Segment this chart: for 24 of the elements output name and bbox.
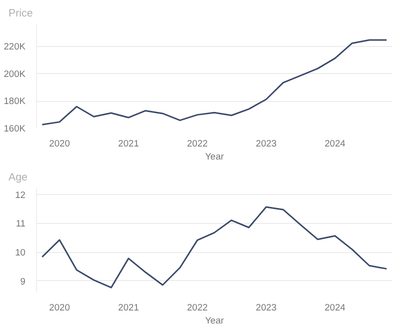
line-series (41, 206, 388, 288)
y-tick-label: 220K (4, 41, 26, 52)
x-tick-label: 2023 (256, 302, 277, 312)
x-tick-label: 2020 (49, 302, 70, 312)
chart-title: Price (8, 8, 33, 20)
x-axis-title: Year (205, 316, 224, 326)
x-tick-label: 2023 (256, 138, 277, 148)
x-tick-label: 2021 (118, 138, 139, 148)
line-series (41, 39, 388, 126)
y-tick-label: 11 (16, 218, 26, 229)
x-tick-label: 2021 (118, 302, 139, 312)
x-axis-title: Year (205, 152, 224, 162)
y-tick-label: 200K (4, 68, 26, 79)
y-tick-label: 180K (4, 96, 26, 106)
chart-title: Age (8, 172, 28, 184)
x-tick-label: 2022 (186, 302, 208, 312)
y-tick-label: 9 (20, 276, 26, 286)
y-tick-label: 160K (4, 124, 26, 134)
y-tick-label: 10 (15, 248, 26, 258)
x-tick-label: 2024 (324, 302, 346, 312)
x-tick-label: 2020 (49, 138, 70, 148)
y-tick-label: 12 (15, 190, 26, 200)
x-tick-label: 2024 (324, 138, 346, 148)
x-tick-label: 2022 (186, 138, 208, 148)
